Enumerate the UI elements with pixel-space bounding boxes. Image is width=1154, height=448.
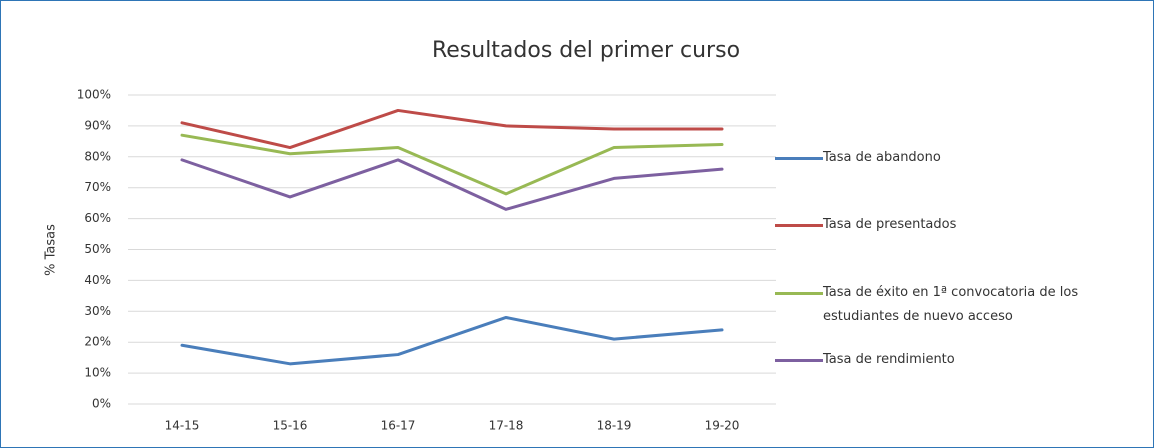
x-tick-label: 19-20: [705, 419, 740, 433]
chart-title: Resultados del primer curso: [432, 38, 740, 63]
y-tick-label: 80%: [84, 149, 111, 163]
x-tick-label: 16-17: [381, 419, 416, 433]
series-line: [180, 108, 724, 150]
legend-swatch: [775, 224, 823, 227]
y-tick-label: 30%: [84, 304, 111, 318]
y-tick-label: 100%: [77, 88, 111, 102]
legend-item: Tasa de presentados: [775, 216, 1105, 237]
legend-label: Tasa de éxito en 1ª convocatoria de los …: [823, 285, 1079, 324]
x-tick-label: 18-19: [597, 419, 632, 433]
y-tick-label: 40%: [84, 273, 111, 287]
legend-item: Tasa de rendimiento: [775, 351, 1105, 372]
y-tick-label: 10%: [84, 366, 111, 380]
legend-swatch: [775, 157, 823, 160]
series-line: [180, 315, 724, 366]
legend-label: Tasa de abandono: [823, 150, 941, 165]
y-tick-label: 0%: [92, 397, 111, 411]
x-tick-label: 15-16: [273, 419, 308, 433]
series-line: [180, 158, 724, 211]
y-axis-label: % Tasas: [44, 224, 59, 276]
series-line: [180, 133, 724, 196]
legend-item: Tasa de abandono: [775, 149, 1105, 170]
legend-swatch: [775, 359, 823, 362]
x-tick-label: 14-15: [165, 419, 200, 433]
y-tick-label: 50%: [84, 242, 111, 256]
y-tick-label: 20%: [84, 335, 111, 349]
legend-label: Tasa de presentados: [823, 217, 957, 232]
legend-swatch: [775, 292, 823, 295]
legend-item: Tasa de éxito en 1ª convocatoria de los …: [775, 284, 1105, 329]
y-tick-label: 90%: [84, 118, 111, 132]
legend-label: Tasa de rendimiento: [823, 352, 955, 367]
y-tick-label: 70%: [84, 180, 111, 194]
x-tick-label: 17-18: [489, 419, 524, 433]
y-tick-label: 60%: [84, 211, 111, 225]
